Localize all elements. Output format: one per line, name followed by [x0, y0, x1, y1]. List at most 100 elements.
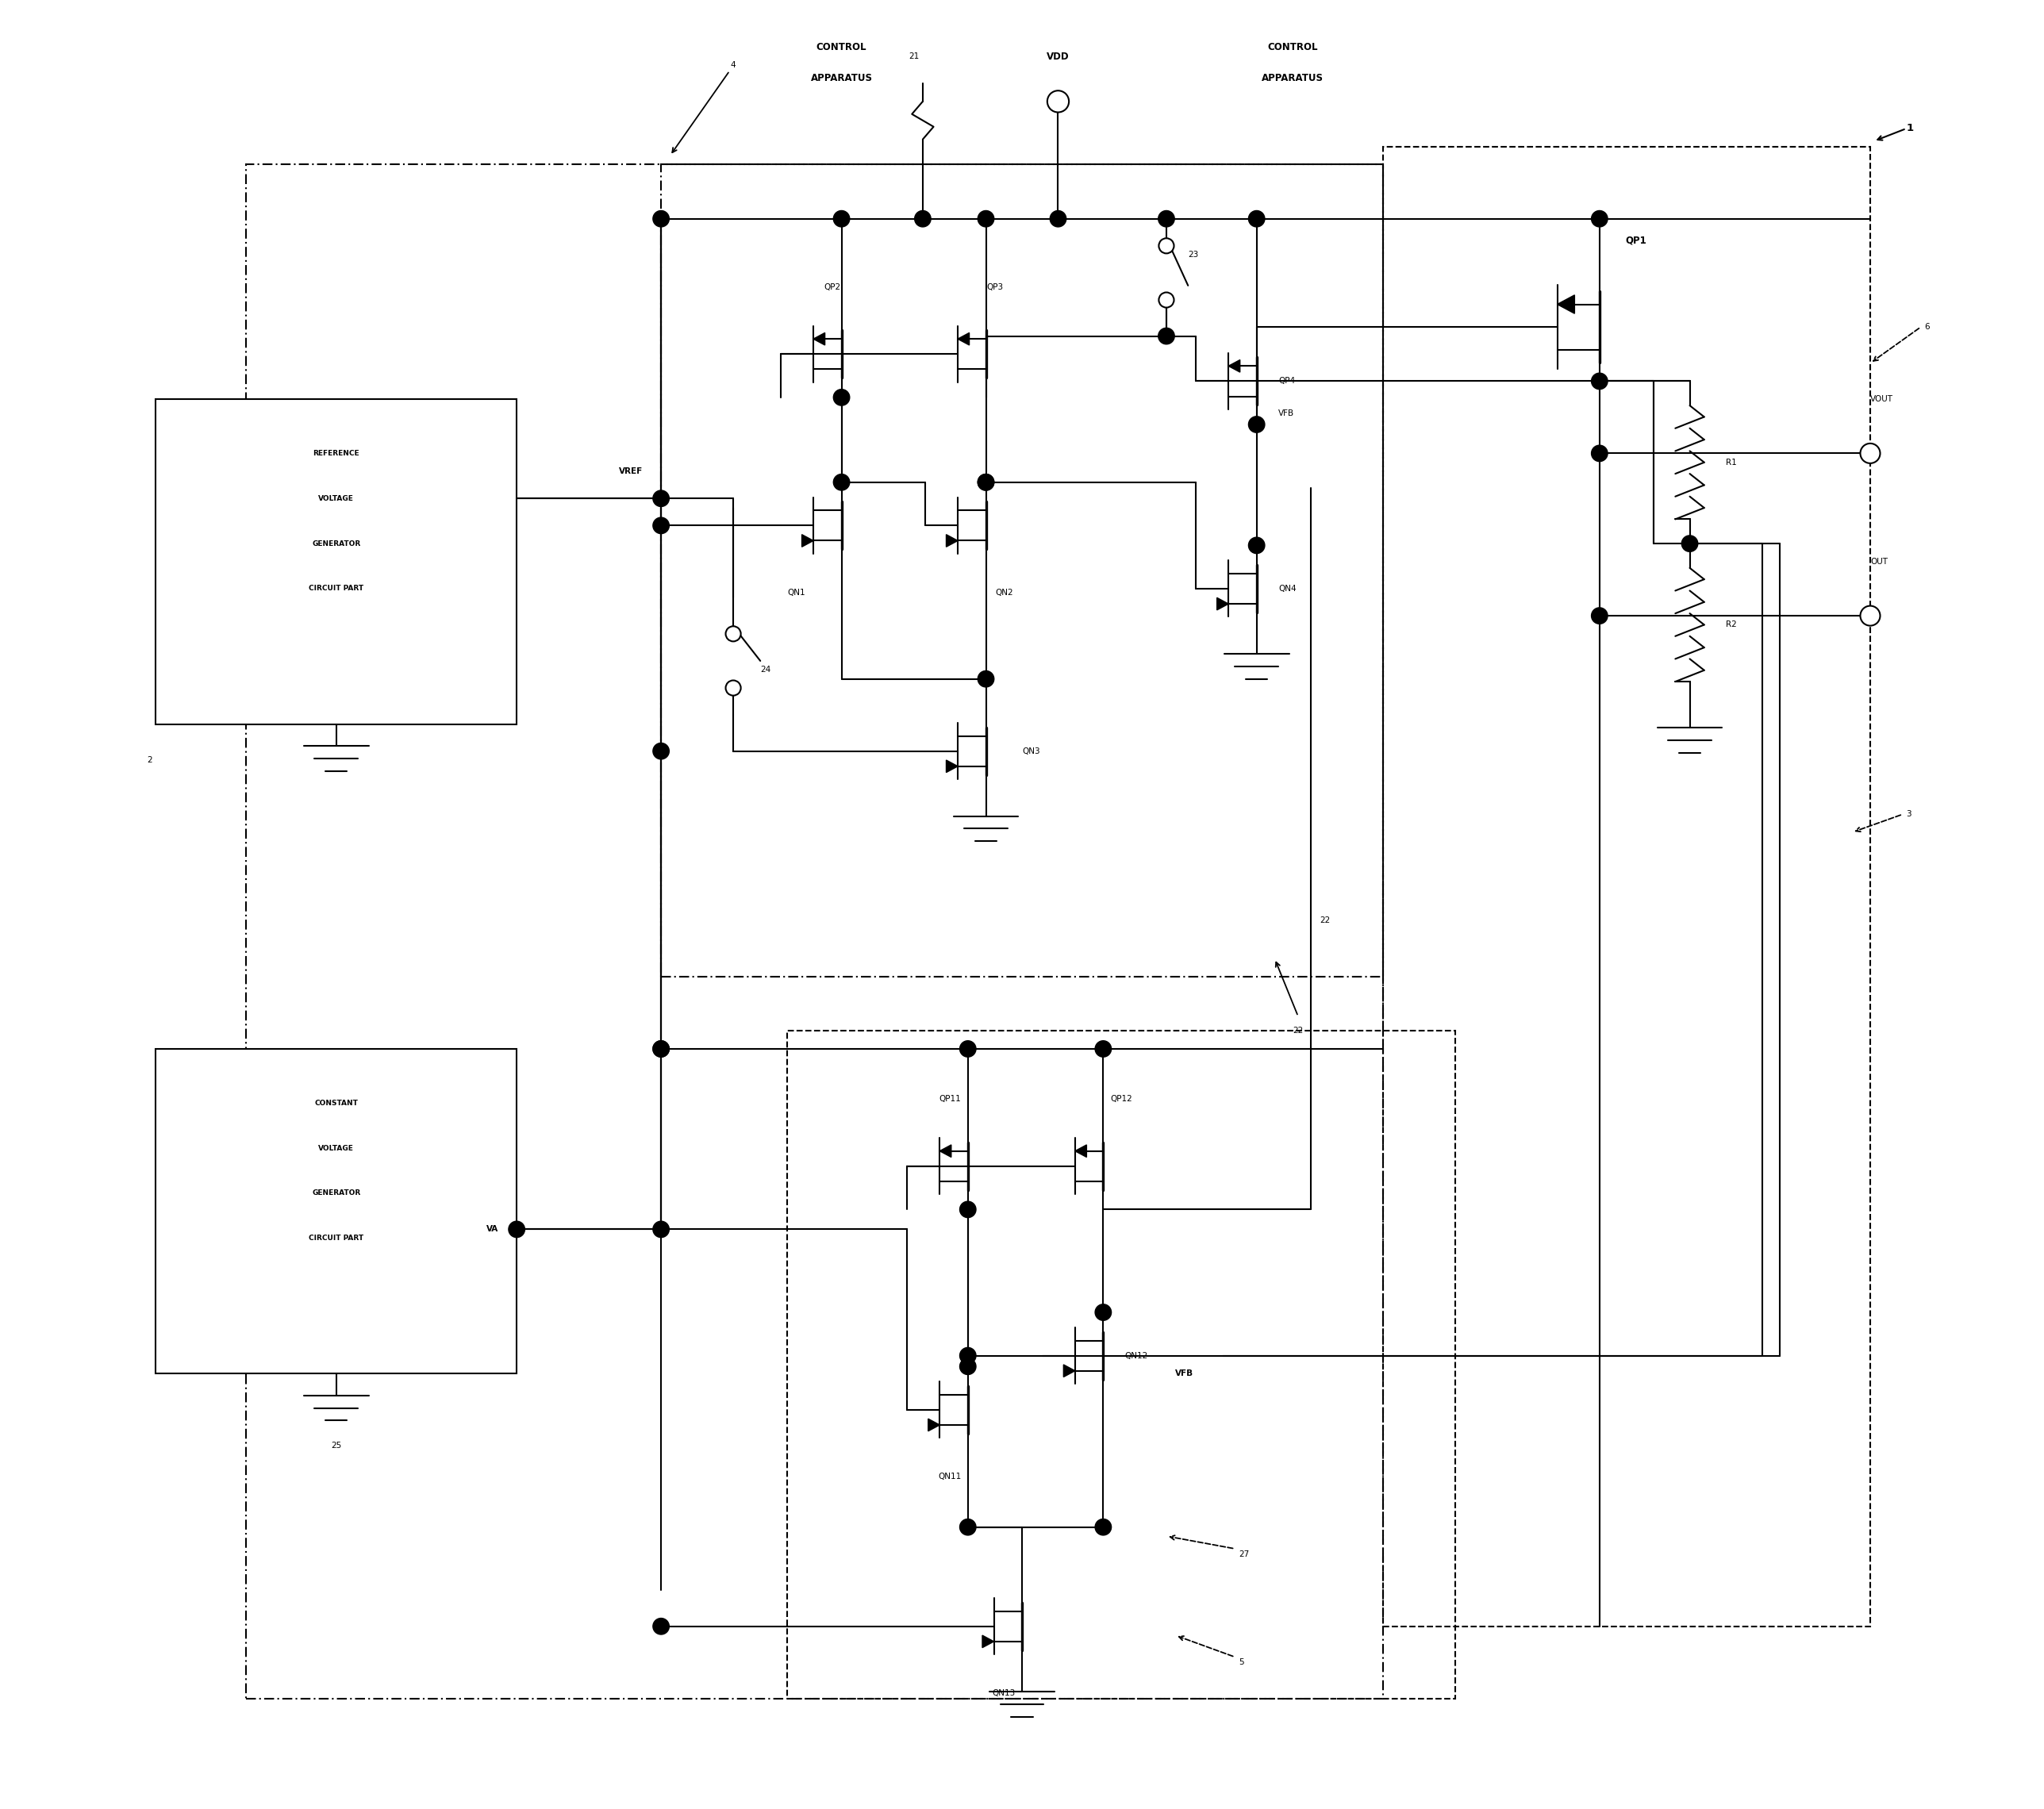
Text: QN1: QN1	[787, 588, 805, 597]
Circle shape	[1249, 210, 1265, 226]
Text: QN13: QN13	[991, 1690, 1016, 1697]
Circle shape	[1592, 445, 1609, 461]
Circle shape	[1860, 606, 1880, 626]
Polygon shape	[1063, 1364, 1075, 1377]
Circle shape	[977, 671, 993, 687]
Polygon shape	[1558, 295, 1574, 313]
Text: CIRCUIT PART: CIRCUIT PART	[309, 1236, 364, 1243]
Circle shape	[834, 474, 850, 490]
Text: 6: 6	[1923, 324, 1930, 331]
Text: QP11: QP11	[938, 1094, 961, 1103]
Polygon shape	[983, 1635, 993, 1648]
Bar	[660, 165, 1384, 977]
Text: 2: 2	[147, 756, 151, 763]
Text: OUT: OUT	[1870, 557, 1889, 566]
Circle shape	[961, 1201, 975, 1217]
Circle shape	[1159, 239, 1173, 253]
Text: 21: 21	[908, 52, 920, 60]
Text: QN12: QN12	[1124, 1351, 1149, 1360]
Text: GENERATOR: GENERATOR	[313, 1190, 360, 1198]
Circle shape	[961, 1040, 975, 1056]
Circle shape	[961, 1359, 975, 1375]
Text: VDD: VDD	[1047, 51, 1069, 62]
Circle shape	[834, 210, 850, 226]
Text: CONSTANT: CONSTANT	[315, 1100, 358, 1107]
Polygon shape	[814, 333, 826, 346]
Text: APPARATUS: APPARATUS	[811, 72, 873, 83]
Circle shape	[1096, 1040, 1112, 1056]
Text: 4: 4	[730, 62, 736, 69]
Circle shape	[961, 1348, 975, 1364]
Circle shape	[652, 743, 668, 760]
Circle shape	[652, 1040, 668, 1056]
Text: VREF: VREF	[619, 467, 644, 476]
Circle shape	[1159, 327, 1175, 344]
Bar	[787, 1031, 1455, 1699]
Circle shape	[652, 1040, 668, 1056]
Circle shape	[977, 210, 993, 226]
Text: 1: 1	[1907, 123, 1913, 134]
Text: QN4: QN4	[1278, 584, 1296, 593]
Circle shape	[914, 210, 930, 226]
Circle shape	[961, 1520, 975, 1536]
Text: REFERENCE: REFERENCE	[313, 450, 360, 458]
Text: VOUT: VOUT	[1870, 394, 1893, 403]
Text: QP1: QP1	[1625, 235, 1645, 246]
Circle shape	[1159, 293, 1173, 308]
Bar	[155, 1049, 517, 1373]
Circle shape	[509, 1221, 525, 1237]
Circle shape	[652, 210, 668, 226]
Text: 22: 22	[1320, 917, 1331, 924]
Polygon shape	[940, 1145, 950, 1158]
Circle shape	[1592, 210, 1609, 226]
Text: VFB: VFB	[1278, 409, 1294, 418]
Text: QN11: QN11	[938, 1473, 961, 1482]
Text: 3: 3	[1907, 810, 1911, 818]
Circle shape	[1682, 535, 1699, 552]
Circle shape	[1860, 443, 1880, 463]
Text: VA: VA	[486, 1225, 499, 1234]
Circle shape	[977, 474, 993, 490]
Text: R1: R1	[1725, 458, 1737, 467]
Circle shape	[1047, 90, 1069, 112]
Circle shape	[652, 517, 668, 534]
Polygon shape	[1228, 360, 1241, 373]
Circle shape	[726, 680, 740, 695]
Polygon shape	[959, 333, 969, 346]
Circle shape	[1592, 608, 1609, 624]
Text: VOLTAGE: VOLTAGE	[319, 496, 354, 503]
Circle shape	[1159, 210, 1175, 226]
Text: CONTROL: CONTROL	[1267, 42, 1318, 52]
Circle shape	[652, 1221, 668, 1237]
Circle shape	[1592, 373, 1609, 389]
Circle shape	[652, 490, 668, 507]
Text: VOLTAGE: VOLTAGE	[319, 1145, 354, 1152]
Text: GENERATOR: GENERATOR	[313, 541, 360, 546]
Circle shape	[977, 474, 993, 490]
Text: QP2: QP2	[824, 282, 840, 291]
Text: CIRCUIT PART: CIRCUIT PART	[309, 584, 364, 592]
Bar	[245, 165, 1384, 1699]
Text: VFB: VFB	[1175, 1369, 1194, 1378]
Polygon shape	[801, 534, 814, 546]
Circle shape	[1096, 1304, 1112, 1321]
Polygon shape	[928, 1418, 940, 1431]
Bar	[155, 400, 517, 724]
Bar	[1384, 147, 1870, 1626]
Text: 24: 24	[760, 666, 771, 675]
Circle shape	[1249, 537, 1265, 554]
Text: 22: 22	[1292, 1028, 1304, 1035]
Text: QP4: QP4	[1278, 378, 1296, 385]
Polygon shape	[946, 534, 959, 546]
Text: 5: 5	[1239, 1659, 1245, 1666]
Circle shape	[1096, 1520, 1112, 1536]
Circle shape	[652, 1619, 668, 1635]
Text: CONTROL: CONTROL	[816, 42, 867, 52]
Text: QN3: QN3	[1022, 747, 1040, 754]
Circle shape	[834, 389, 850, 405]
Circle shape	[1249, 416, 1265, 432]
Text: QN2: QN2	[995, 588, 1014, 597]
Circle shape	[726, 626, 740, 642]
Text: 23: 23	[1188, 251, 1198, 259]
Polygon shape	[946, 760, 959, 772]
